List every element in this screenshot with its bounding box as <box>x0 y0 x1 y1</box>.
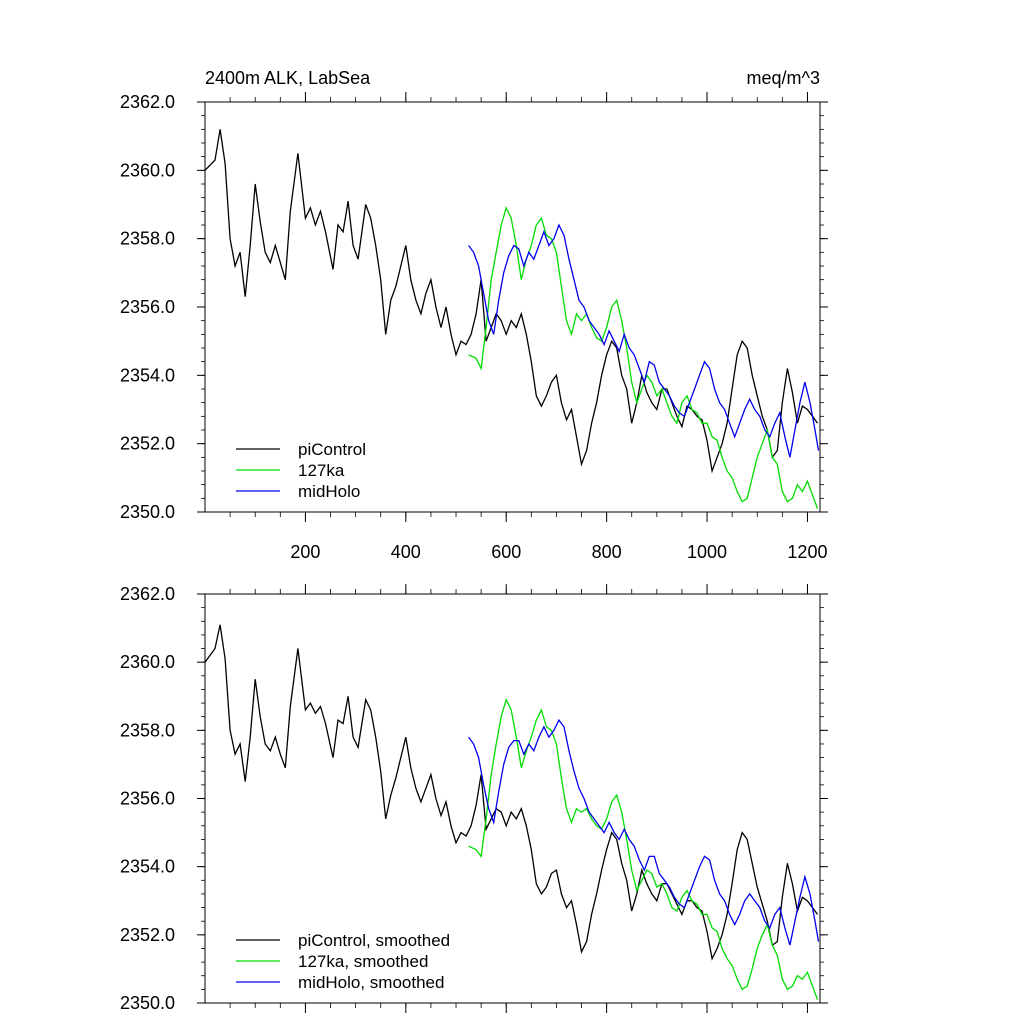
y-tick-label: 2360.0 <box>120 160 175 180</box>
y-tick-label: 2358.0 <box>120 229 175 249</box>
units-label: meq/m^3 <box>747 68 820 88</box>
legend-label: 127ka <box>298 461 345 480</box>
x-tick-label: 1000 <box>687 542 727 562</box>
y-tick-label: 2354.0 <box>120 365 175 385</box>
y-tick-label: 2356.0 <box>120 789 175 809</box>
y-tick-label: 2352.0 <box>120 925 175 945</box>
legend-label: 127ka, smoothed <box>298 952 428 971</box>
y-tick-label: 2354.0 <box>120 857 175 877</box>
y-tick-label: 2352.0 <box>120 434 175 454</box>
y-tick-label: 2350.0 <box>120 502 175 522</box>
y-tick-label: 2362.0 <box>120 92 175 112</box>
top-panel: 2350.0 2352.0 2354.0 2356.0 2358.0 2360.0 2362… <box>120 68 828 562</box>
y-tick-label: 2350.0 <box>120 993 175 1013</box>
y-tick-label: 2356.0 <box>120 297 175 317</box>
x-tick-label: 800 <box>592 542 622 562</box>
series-line-0-1 <box>468 206 819 509</box>
y-tick-label: 2360.0 <box>120 652 175 672</box>
y-tick-label: 2362.0 <box>120 584 175 604</box>
x-tick-label: 400 <box>391 542 421 562</box>
legend-label: piControl <box>298 440 366 459</box>
series-line-0-2 <box>468 223 820 458</box>
legend-label: piControl, smoothed <box>298 931 450 950</box>
x-tick-label: 600 <box>491 542 521 562</box>
legend-label: midHolo, smoothed <box>298 973 444 992</box>
chart-title: 2400m ALK, LabSea <box>205 68 371 88</box>
y-tick-label: 2358.0 <box>120 720 175 740</box>
x-tick-label: 200 <box>290 542 320 562</box>
series-line-1-0 <box>205 624 819 961</box>
series-line-1-2 <box>468 718 820 946</box>
legend-label: midHolo <box>298 482 360 501</box>
x-tick-label: 1200 <box>787 542 827 562</box>
series-line-0-0 <box>205 129 819 474</box>
bottom-panel: 2350.0 2352.0 2354.0 2356.0 2358.0 2360.0 2362… <box>120 584 828 1013</box>
